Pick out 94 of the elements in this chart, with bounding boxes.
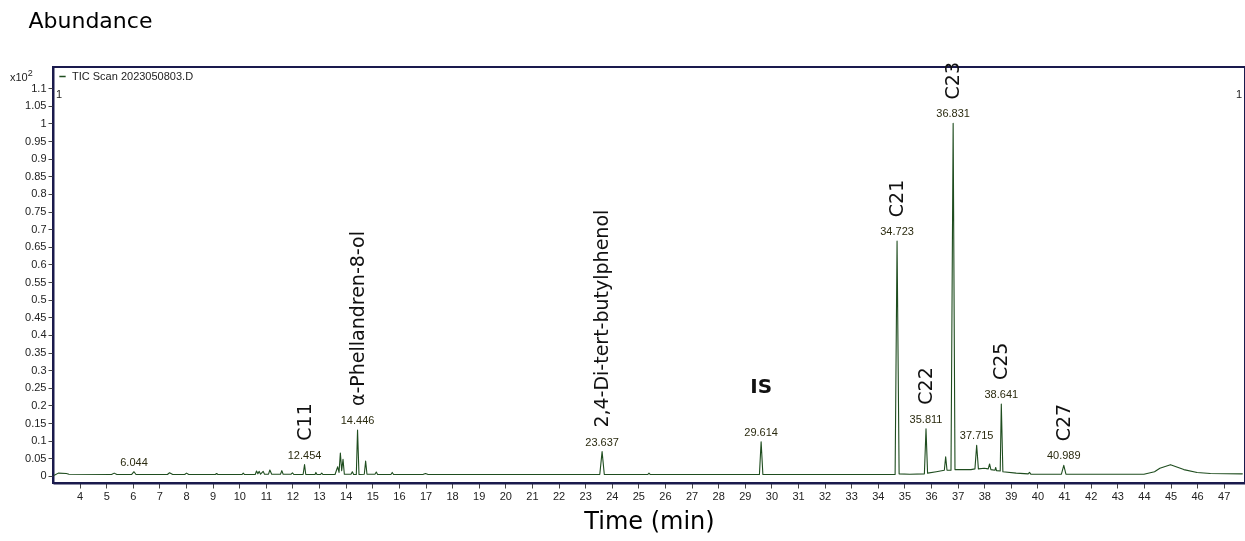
y-tick-label: 0.95 [25,134,47,147]
annotation: C11 [292,403,315,441]
x-tick-label: 31 [792,489,805,502]
x-tick-label: 30 [765,489,779,502]
x-tick-label: 22 [552,489,566,502]
x-axis-title: Time (min) [583,506,715,535]
x-tick-label: 10 [233,489,246,502]
x-tick-label: 11 [260,489,273,502]
x-tick-label: 18 [446,489,459,502]
y-tick-label: 0.8 [31,187,47,200]
x-tick-label: 19 [473,489,486,502]
x-tick-label: 45 [1164,489,1178,502]
annotation: 34.723 [880,225,914,238]
y-tick-label: 0.1 [31,434,47,447]
x-tick-label: 7 [156,489,163,502]
x-tick-label: 6 [130,489,137,502]
x-tick-label: 32 [818,489,832,502]
y-tick-label: 0.35 [25,346,47,359]
x-tick-label: 23 [579,489,592,502]
x-tick-label: 27 [685,489,699,502]
x-tick-label: 9 [210,489,217,502]
y-tick-label: 0.25 [25,381,47,394]
annotation: C21 [885,179,908,218]
annotation: C25 [989,342,1012,381]
line-series [53,122,1243,476]
legend-label: TIC Scan 2023050803.D [72,69,194,82]
annotation: 37.715 [959,429,994,442]
x-tick-label: 16 [393,489,406,502]
x-tick-label: 21 [526,489,539,502]
x-tick-label: 29 [739,489,752,502]
y-tick-label: 0.65 [25,240,47,253]
x-tick-label: 41 [1058,489,1071,502]
x-tick-label: 39 [1005,489,1018,502]
annotation: 6.044 [120,455,148,468]
y-tick-label: 0.05 [25,451,47,464]
x-tick-label: 12 [286,489,300,502]
y-tick-label: 0.45 [25,310,47,323]
y-axis-title: Abundance [28,7,153,33]
x-tick-label: 20 [499,489,512,502]
annotation: 1 [56,88,63,100]
annotation: 36.831 [936,107,970,120]
annotation: C22 [914,367,937,405]
x-tick-label: 33 [845,489,858,502]
x-tick-label: 36 [925,489,938,502]
x-tick-label: 42 [1085,489,1098,502]
y-tick-label: 0.5 [31,293,47,306]
annotation: 2,4-Di-tert-butylphenol [590,209,613,428]
annotation: 1 [1236,88,1243,100]
x-tick-label: 8 [183,489,190,502]
x-tick-label: 13 [313,489,326,502]
y-tick-label: 0 [40,469,47,482]
y-tick-label: 0.9 [31,152,47,165]
y-tick-label: 0.6 [31,257,47,270]
y-tick-label: 0.15 [25,416,47,429]
x-tick-label: 25 [632,489,645,502]
x-tick-label: 28 [712,489,725,502]
y-tick-label: 1 [40,116,47,129]
x-tick-label: 15 [366,489,379,502]
y-tick-label: 1.1 [31,81,47,94]
x-tick-label: 24 [606,489,619,502]
x-tick-label: 35 [898,489,912,502]
y-tick-label: 0.7 [31,222,47,235]
x-tick-label: 34 [872,489,885,502]
annotation: 29.614 [744,425,778,438]
annotation: α-Phellandren-8-ol [345,231,368,407]
x-tick-label: 5 [103,489,110,502]
annotation: 38.641 [984,388,1019,401]
y-tick-label: 0.2 [31,398,47,411]
x-tick-label: 17 [419,489,433,502]
x-tick-label: 47 [1218,489,1231,502]
x-tick-label: 14 [340,489,353,502]
annotation: C23 [941,61,964,100]
x-tick-label: 38 [978,489,991,502]
y-tick-label: 1.05 [25,99,47,112]
x-tick-label: 43 [1111,489,1124,502]
annotation: 23.637 [585,435,619,448]
y-tick-label: 0.3 [31,363,47,376]
annotation: 40.989 [1046,449,1081,462]
x-tick-label: 40 [1031,489,1045,502]
annotation: 14.446 [340,414,375,427]
x-tick-label: 44 [1138,489,1151,502]
x-tick-label: 26 [659,489,672,502]
y-tick-label: 0.4 [31,328,47,341]
annotation: 35.811 [909,412,943,425]
annotation: C27 [1051,403,1074,442]
x-tick-label: 37 [952,489,965,502]
annotation: 12.454 [287,448,322,461]
y-tick-label: 0.75 [25,205,47,218]
x-tick-label: 46 [1191,489,1204,502]
y-tick-label: 0.55 [25,275,47,288]
text: x10$^{2}$ [10,68,33,83]
x-tick-label: 4 [77,489,84,502]
annotation: IS [750,373,773,398]
y-tick-label: 0.85 [25,169,47,182]
